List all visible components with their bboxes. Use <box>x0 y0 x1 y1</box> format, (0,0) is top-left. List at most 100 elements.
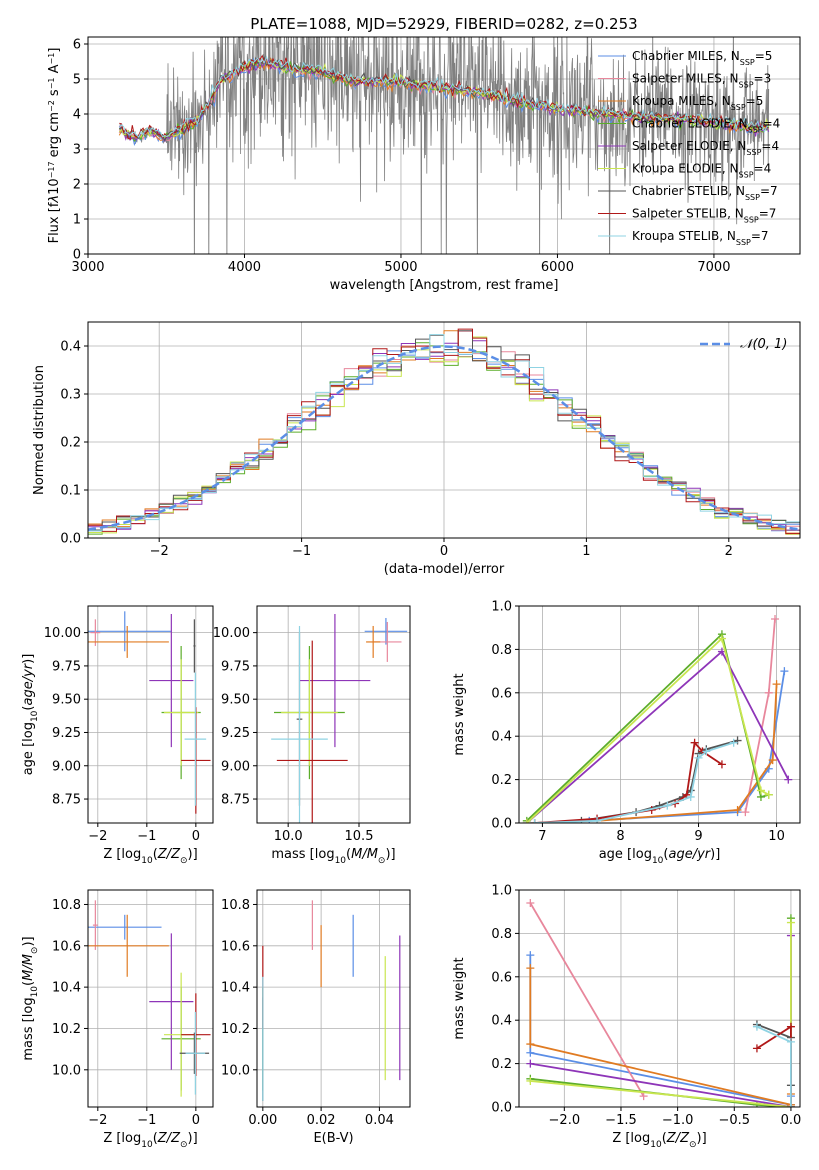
plus-marker <box>522 819 531 823</box>
x-tick-label: −1 <box>137 829 156 844</box>
x-axis-label: mass [log10(M/M⊙)] <box>271 847 395 866</box>
y-tick-label: 10.0 <box>52 1063 81 1078</box>
x-tick-label: −0.5 <box>718 1113 750 1128</box>
y-tick-label: 0.8 <box>491 643 512 658</box>
weight-line <box>529 902 645 1097</box>
x-tick-label: 10 <box>768 829 785 844</box>
y-tick-label: 0.2 <box>60 436 81 451</box>
spectrum-plot-area <box>118 37 770 254</box>
x-tick-label: −1.0 <box>662 1113 694 1128</box>
y-tick-label: 9.25 <box>221 726 250 741</box>
axes-frame <box>87 889 214 1108</box>
plus-marker <box>764 790 773 799</box>
y-tick-label: 2 <box>73 178 81 193</box>
plus-marker <box>786 918 795 927</box>
residuals-legend: 𝒩(0, 1) <box>700 337 787 352</box>
y-tick-label: 1 <box>73 213 81 228</box>
legend-entry: 𝒩(0, 1) <box>740 337 787 352</box>
y-tick-label: 9.50 <box>52 693 81 708</box>
plus-marker <box>756 786 765 795</box>
x-tick-label: 0.0 <box>781 1113 802 1128</box>
x-tick-label: 0 <box>192 829 200 844</box>
y-tick-label: 8.75 <box>52 793 81 808</box>
errorbar-point <box>271 625 328 823</box>
legend-entry: Salpeter STELIB, NSSP=7 <box>632 207 776 225</box>
legend-entry: Salpeter MILES, NSSP=3 <box>632 72 771 90</box>
spectrum-legend: Chabrier MILES, NSSP=5 Salpeter MILES, NS… <box>598 49 780 247</box>
weight-series <box>522 634 773 823</box>
y-axis-label: mass weight <box>452 957 467 1039</box>
axes-frame <box>518 605 801 824</box>
errorbar-point <box>281 659 338 766</box>
plus-marker <box>526 1059 535 1068</box>
x-tick-label: 6000 <box>541 260 574 275</box>
y-axis-label: age [log10(age/yr)] <box>21 654 40 776</box>
errorbar-point <box>193 619 196 673</box>
plus-marker <box>768 756 777 765</box>
plus-marker <box>526 1040 535 1049</box>
plus-marker <box>686 792 695 801</box>
plus-marker <box>526 1048 535 1057</box>
mass-vs-Z-plot-area <box>88 900 211 1097</box>
y-tick-label: 9.00 <box>221 759 250 774</box>
plus-marker <box>772 680 781 689</box>
errorbar-point <box>149 933 194 1070</box>
errorbar-point <box>88 611 172 652</box>
y-tick-label: 0 <box>73 248 81 263</box>
y-tick-label: 0.8 <box>491 927 512 942</box>
y-tick-label: 9.75 <box>52 659 81 674</box>
plus-marker <box>729 738 738 747</box>
x-axis-label: Z [log10(Z/Z⊙)] <box>103 1131 197 1150</box>
y-tick-label: 9.00 <box>52 759 81 774</box>
age-vs-mass-panel: 10.0 10.5 8.75 9.00 9.25 9.50 9.75 10.00 mass [l… <box>213 605 411 866</box>
plus-marker <box>717 634 726 643</box>
plus-marker <box>702 747 711 756</box>
y-tick-label: 10.4 <box>221 981 250 996</box>
y-tick-label: 8.75 <box>221 793 250 808</box>
errorbar-point <box>163 659 199 766</box>
weight-series <box>752 1022 795 1107</box>
plus-marker <box>690 738 699 747</box>
x-tick-label: −2 <box>88 829 107 844</box>
errorbar-point <box>364 617 408 645</box>
errorbar-point <box>276 640 348 823</box>
y-tick-label: 6 <box>73 38 81 53</box>
plus-marker <box>786 1037 795 1046</box>
axes-frame <box>87 605 214 824</box>
weight-vs-age-plot-area <box>522 615 793 823</box>
x-axis-label: wavelength [Angstrom, rest frame] <box>330 278 559 293</box>
plus-marker <box>526 899 535 908</box>
residual-histogram <box>88 336 800 535</box>
axes-frame <box>256 605 411 824</box>
x-tick-label: −2 <box>88 1113 107 1128</box>
legend-entry: Kroupa MILES, NSSP=5 <box>632 94 763 112</box>
y-tick-label: 10.2 <box>221 1022 250 1037</box>
x-tick-label: 1 <box>582 544 590 559</box>
y-tick-label: 0.4 <box>491 730 512 745</box>
x-axis-label: Z [log10(Z/Z⊙)] <box>103 847 197 866</box>
x-axis-label: age [log10(age/yr)] <box>599 847 721 866</box>
weight-vs-age-panel: 7 8 9 10 0.0 0.2 0.4 0.6 0.8 1.0 age [log10(age/yr… <box>452 600 801 866</box>
y-tick-label: 10.6 <box>52 939 81 954</box>
plus-marker <box>639 1092 648 1101</box>
y-axis-label: Normed distribution <box>32 365 47 495</box>
errorbar-point <box>184 672 207 806</box>
errorbar-point <box>92 900 98 950</box>
plus-marker <box>530 819 539 823</box>
model-spectrum-line <box>118 55 770 138</box>
x-tick-label: 0 <box>440 544 448 559</box>
weight-line <box>597 684 778 822</box>
x-tick-label: 0.04 <box>365 1113 394 1128</box>
weight-series <box>741 615 780 817</box>
age-vs-Z-panel: −2 −1 0 8.75 9.00 9.25 9.50 9.75 10.00 Z [log10(Z… <box>21 605 214 866</box>
weight-series <box>526 899 648 1101</box>
weight-line <box>526 636 770 823</box>
gaussian-curve <box>88 345 800 531</box>
plus-marker <box>764 688 773 697</box>
x-tick-label: 3000 <box>71 260 104 275</box>
y-tick-label: 3 <box>73 143 81 158</box>
y-axis-label: Flux [fλ10−17 erg cm−2 s−1 A−1] <box>47 48 63 244</box>
y-tick-label: 1.0 <box>491 600 512 615</box>
y-tick-label: 10.6 <box>221 939 250 954</box>
y-tick-label: 0.4 <box>491 1014 512 1029</box>
